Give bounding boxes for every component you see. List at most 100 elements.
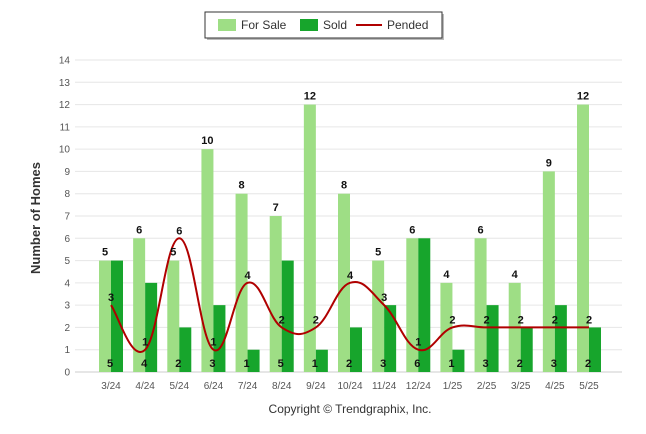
- sold-bar: [247, 349, 260, 372]
- pended-value-label: 6: [176, 225, 182, 237]
- for-sale-value-label: 7: [273, 202, 279, 214]
- y-tick-label: 6: [64, 234, 70, 245]
- pended-value-label: 2: [586, 314, 592, 326]
- sold-bar: [486, 305, 499, 372]
- y-tick-label: 0: [64, 368, 70, 379]
- pended-value-label: 3: [381, 292, 387, 304]
- x-tick-label: 4/25: [545, 381, 565, 392]
- sold-value-label: 2: [346, 358, 352, 370]
- for-sale-bar: [577, 104, 589, 373]
- x-tick-label: 1/25: [443, 381, 463, 392]
- pended-value-label: 2: [313, 314, 319, 326]
- sold-bar: [418, 238, 431, 372]
- y-tick-label: 9: [64, 167, 70, 178]
- pended-value-label: 2: [449, 314, 455, 326]
- pended-value-label: 2: [279, 314, 285, 326]
- sold-bar: [589, 327, 601, 372]
- pended-value-label: 2: [518, 314, 524, 326]
- x-tick-label: 12/24: [406, 381, 431, 392]
- sold-value-label: 3: [551, 358, 557, 370]
- y-tick-label: 1: [64, 345, 70, 356]
- sold-bar: [145, 282, 158, 372]
- for-sale-value-label: 10: [201, 135, 213, 147]
- for-sale-value-label: 9: [546, 157, 552, 169]
- bars: [99, 104, 601, 373]
- sold-value-label: 1: [448, 358, 454, 370]
- pended-value-label: 1: [142, 337, 148, 349]
- pended-value-label: 2: [484, 314, 490, 326]
- y-tick-label: 3: [64, 301, 70, 312]
- sold-value-label: 5: [107, 358, 113, 370]
- for-sale-bar: [406, 238, 419, 372]
- pended-value-label: 1: [210, 337, 216, 349]
- sold-value-label: 2: [175, 358, 181, 370]
- sold-bar: [281, 260, 294, 372]
- sold-bar: [179, 327, 192, 372]
- y-tick-label: 13: [59, 78, 71, 89]
- pended-value-label: 4: [347, 270, 354, 282]
- for-sale-bar: [440, 282, 453, 372]
- for-sale-bar: [474, 238, 487, 372]
- sold-bar: [554, 305, 567, 372]
- for-sale-value-label: 4: [512, 269, 519, 281]
- sold-value-label: 1: [244, 358, 250, 370]
- sold-bar: [315, 349, 328, 372]
- sold-bar: [350, 327, 362, 372]
- y-tick-label: 10: [59, 145, 71, 156]
- for-sale-bar: [235, 193, 248, 372]
- x-tick-label: 3/25: [511, 381, 531, 392]
- for-sale-value-label: 5: [102, 247, 108, 259]
- sold-value-label: 3: [483, 358, 489, 370]
- for-sale-value-label: 8: [341, 180, 347, 192]
- for-sale-bar: [542, 171, 555, 372]
- sold-bar: [213, 305, 226, 372]
- legend: For Sale Sold Pended: [204, 11, 444, 40]
- for-sale-value-label: 5: [375, 247, 381, 259]
- sold-bar: [452, 349, 465, 372]
- for-sale-bar: [269, 216, 282, 372]
- x-tick-label: 5/25: [579, 381, 599, 392]
- y-tick-label: 14: [59, 56, 71, 67]
- sold-value-label: 1: [312, 358, 318, 370]
- y-tick-label: 5: [64, 256, 70, 267]
- legend-box: [204, 11, 443, 39]
- legend-label: Sold: [323, 18, 347, 32]
- legend-label: For Sale: [241, 18, 287, 32]
- sold-value-label: 3: [380, 358, 386, 370]
- sold-value-label: 5: [278, 358, 284, 370]
- pended-value-label: 2: [552, 314, 558, 326]
- for-sale-value-label: 12: [577, 91, 589, 103]
- pended-value-label: 1: [415, 337, 421, 349]
- sold-value-label: 2: [585, 358, 591, 370]
- y-tick-label: 4: [64, 278, 70, 289]
- y-tick-label: 8: [64, 189, 70, 200]
- legend-swatch: [300, 19, 318, 31]
- y-tick-label: 7: [64, 212, 70, 223]
- for-sale-bar: [133, 238, 146, 372]
- for-sale-value-label: 4: [443, 269, 450, 281]
- x-tick-label: 3/24: [101, 381, 121, 392]
- sold-bar: [384, 305, 397, 372]
- pended-line-layer: [110, 237, 589, 353]
- for-sale-value-label: 8: [239, 180, 245, 192]
- pended-line: [110, 237, 589, 353]
- x-tick-label: 10/24: [337, 381, 362, 392]
- for-sale-value-label: 6: [478, 224, 484, 236]
- x-tick-label: 8/24: [272, 381, 292, 392]
- for-sale-value-label: 5: [170, 247, 176, 259]
- y-tick-label: 2: [64, 323, 70, 334]
- for-sale-bar: [201, 149, 214, 372]
- pended-value-label: 4: [245, 270, 252, 282]
- x-tick-label: 9/24: [306, 381, 326, 392]
- for-sale-value-label: 12: [304, 91, 316, 103]
- for-sale-value-label: 6: [136, 224, 142, 236]
- x-tick-label: 11/24: [372, 381, 397, 392]
- copyright-credit: Copyright © Trendgraphix, Inc.: [269, 402, 432, 416]
- y-axis-label: Number of Homes: [28, 162, 43, 274]
- sold-bar: [520, 327, 533, 372]
- sold-value-label: 4: [141, 358, 148, 370]
